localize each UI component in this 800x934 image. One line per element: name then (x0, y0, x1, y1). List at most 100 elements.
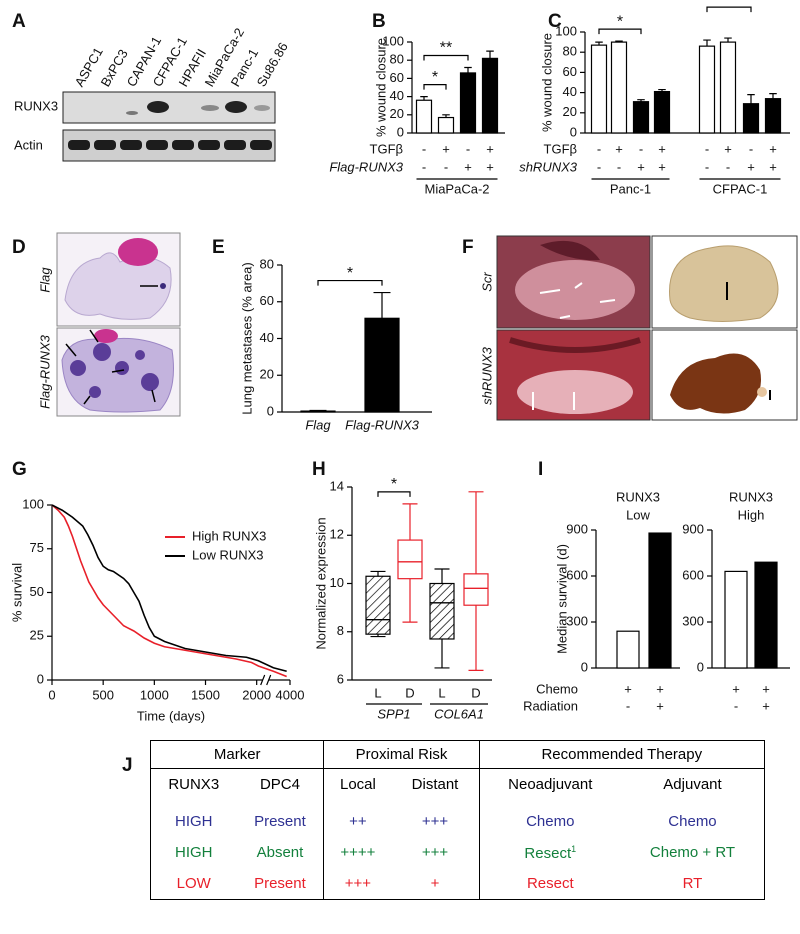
legend-label: Low RUNX3 (192, 547, 264, 562)
photo-label: shRUNX3 (479, 346, 494, 405)
bar (742, 103, 760, 134)
condition-value: - (705, 141, 709, 156)
condition-name: Flag-RUNX3 (329, 159, 403, 174)
column-header: Distant (391, 768, 480, 800)
condition-value: + (656, 698, 664, 713)
x-tick-label: 0 (48, 687, 55, 702)
x-tick-label: 500 (92, 687, 114, 702)
y-tick-label: 20 (563, 104, 577, 119)
panel-label: I (538, 459, 543, 480)
y-tick-label: 8 (337, 623, 344, 638)
table-cell: + (391, 868, 480, 900)
error-bar (595, 41, 603, 46)
y-tick-label: 100 (555, 23, 577, 38)
bar (481, 57, 499, 134)
bar (698, 45, 716, 134)
table-cell: Chemo (668, 813, 717, 830)
y-tick-label: 40 (390, 88, 404, 103)
condition-value: - (466, 141, 470, 156)
error-bar (769, 93, 777, 99)
whisker-high (434, 568, 450, 584)
table-cell: LOW (176, 875, 211, 892)
column-header: DPC4 (236, 768, 325, 800)
bar (724, 570, 748, 669)
western-blot (62, 91, 276, 162)
condition-value: - (734, 698, 738, 713)
significance-bracket (377, 491, 411, 497)
y-tick-label: 10 (330, 575, 344, 590)
box (397, 539, 423, 580)
significance-label: ** (440, 40, 452, 57)
bar (437, 116, 455, 134)
histology-label: Flag-RUNX3 (37, 334, 52, 408)
y-tick-label: 100 (22, 496, 44, 511)
x-tick-label: 1000 (140, 687, 169, 702)
y-tick-label: 12 (330, 527, 344, 542)
condition-value: - (597, 141, 601, 156)
lane-label: Su86.86 (254, 40, 291, 89)
significance-label: * (432, 69, 438, 86)
survival-line (51, 504, 287, 673)
condition-value: + (769, 159, 777, 174)
bar (610, 41, 628, 134)
error-bar (420, 96, 428, 101)
y-tick-label: 20 (390, 106, 404, 121)
y-tick-label: 60 (260, 293, 274, 308)
table-cell: Resect (526, 875, 574, 892)
group-header: Recommended Therapy (479, 740, 765, 769)
condition-value: + (637, 159, 645, 174)
error-bar (658, 88, 666, 92)
significance-bracket (423, 84, 447, 90)
condition-value: + (486, 141, 494, 156)
y-tick-label: 0 (397, 124, 404, 139)
condition-value: - (617, 159, 621, 174)
panel-label: G (12, 459, 27, 480)
table-group-row: Marker Proximal Risk Recommended Therapy (150, 740, 765, 769)
condition-value: - (626, 698, 630, 713)
error-bar (309, 409, 327, 412)
x-axis-label: Time (days) (137, 708, 205, 723)
therapy-table: Marker Proximal Risk Recommended Therapy RU… (150, 740, 765, 900)
cell-text: Resect (524, 844, 572, 862)
table-cell: Resect1 (479, 837, 621, 868)
whisker-high (402, 503, 418, 541)
x-tick-label: 4000 (276, 687, 305, 702)
y-axis-label: % wound closure (373, 38, 388, 137)
table-cell: +++ (344, 875, 372, 892)
panel-label: C (548, 11, 562, 32)
x-tick-label: L (374, 685, 381, 700)
y-tick-label: 40 (563, 84, 577, 99)
error-bar (442, 114, 450, 118)
y-tick-label: 80 (390, 52, 404, 67)
table-cell: RT (682, 875, 703, 892)
x-tick-label: D (471, 685, 480, 700)
y-tick-label: 50 (30, 584, 44, 599)
error-bar (724, 37, 732, 43)
panel-label: E (212, 237, 225, 258)
column-header: Local (339, 776, 376, 793)
y-tick-label: 600 (682, 567, 704, 582)
bar (764, 98, 782, 134)
condition-name: Chemo (536, 681, 578, 696)
y-tick-label: 6 (337, 671, 344, 686)
condition-value: + (769, 141, 777, 156)
y-tick-label: 14 (330, 478, 344, 493)
error-bar (486, 50, 494, 59)
x-tick-label: Flag (305, 417, 331, 432)
whisker-low (402, 578, 418, 623)
y-tick-label: 60 (390, 70, 404, 85)
y-axis-label: Median survival (d) (554, 544, 569, 654)
chart-title: Low (626, 507, 650, 522)
condition-value: - (639, 141, 643, 156)
condition-value: + (762, 698, 770, 713)
column-header: RUNX3 (168, 776, 220, 793)
significance-label: * (617, 13, 623, 30)
bar (300, 410, 336, 413)
condition-name: Radiation (523, 698, 578, 713)
error-bar (747, 94, 755, 104)
condition-value: + (762, 681, 770, 696)
y-tick-label: 40 (260, 330, 274, 345)
histology-label: Flag (37, 267, 52, 293)
error-bar (637, 99, 645, 102)
